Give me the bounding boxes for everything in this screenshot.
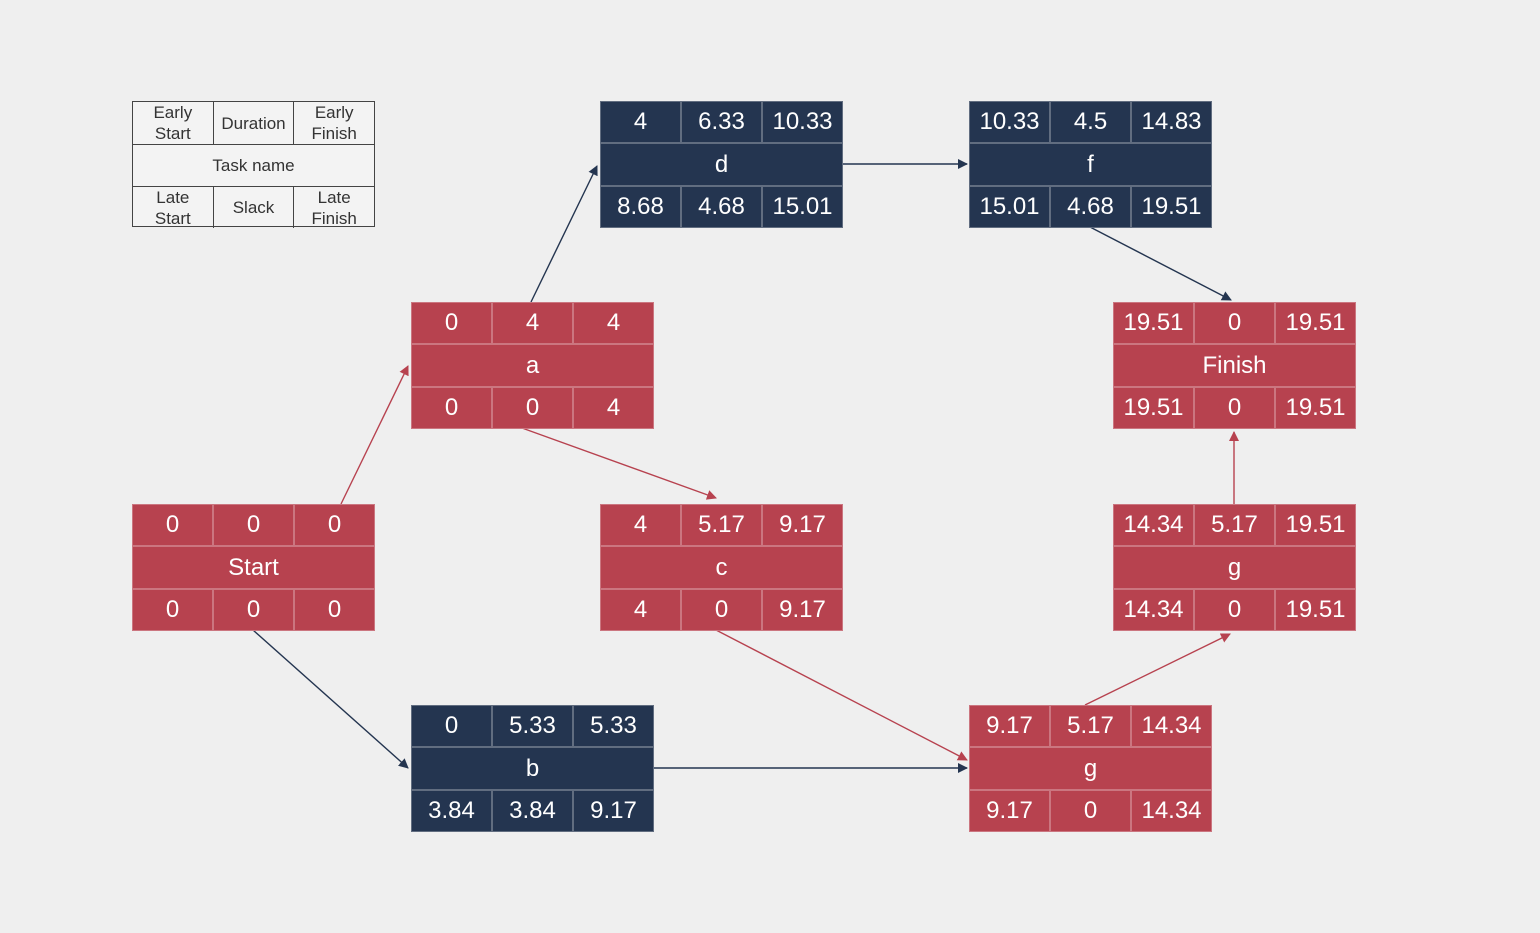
legend-top-row: Early Start Duration Early Finish (133, 102, 374, 144)
late-finish: 14.34 (1131, 790, 1212, 832)
early-start: 4 (600, 504, 681, 546)
arrow-c-to-g1 (715, 629, 968, 761)
task-name: g (969, 747, 1212, 790)
late-start: 8.68 (600, 186, 681, 228)
task-name: Start (132, 546, 375, 589)
task-name: g (1113, 546, 1356, 589)
slack: 3.84 (492, 790, 573, 832)
early-finish: 14.83 (1131, 101, 1212, 143)
late-start: 14.34 (1113, 589, 1194, 631)
task-name: a (411, 344, 654, 387)
duration: 6.33 (681, 101, 762, 143)
arrow-start-to-a (340, 365, 409, 505)
early-start: 14.34 (1113, 504, 1194, 546)
late-start: 9.17 (969, 790, 1050, 832)
early-start: 9.17 (969, 705, 1050, 747)
duration: 0 (1194, 302, 1275, 344)
late-finish: 19.51 (1275, 387, 1356, 429)
task-name: d (600, 143, 843, 186)
slack: 0 (681, 589, 762, 631)
late-start: 19.51 (1113, 387, 1194, 429)
duration: 5.17 (681, 504, 762, 546)
slack: 0 (1194, 589, 1275, 631)
late-finish: 9.17 (762, 589, 843, 631)
arrow-g1-to-g2 (1084, 633, 1231, 706)
late-finish: 0 (294, 589, 375, 631)
early-finish: 4 (573, 302, 654, 344)
legend-early-start: Early Start (153, 103, 193, 143)
early-finish: 0 (294, 504, 375, 546)
task-name: b (411, 747, 654, 790)
late-finish: 4 (573, 387, 654, 429)
slack: 0 (492, 387, 573, 429)
legend-key: Early Start Duration Early Finish Task n… (132, 101, 375, 228)
late-start: 0 (132, 589, 213, 631)
task-node-g-first: 9.17 5.17 14.34 g 9.17 0 14.34 (969, 705, 1212, 832)
slack: 0 (1194, 387, 1275, 429)
task-node-b: 0 5.33 5.33 b 3.84 3.84 9.17 (411, 705, 654, 832)
early-finish: 9.17 (762, 504, 843, 546)
arrow-a-to-c (521, 427, 717, 500)
legend-late-start: Late Start (154, 187, 191, 228)
duration: 0 (213, 504, 294, 546)
early-finish: 5.33 (573, 705, 654, 747)
late-finish: 9.17 (573, 790, 654, 832)
legend-slack: Slack (212, 187, 294, 228)
task-node-g-second: 14.34 5.17 19.51 g 14.34 0 19.51 (1113, 504, 1356, 631)
task-node-d: 4 6.33 10.33 d 8.68 4.68 15.01 (600, 101, 843, 228)
late-start: 3.84 (411, 790, 492, 832)
duration: 4.5 (1050, 101, 1131, 143)
duration: 5.17 (1050, 705, 1131, 747)
legend-late-finish: Late Finish (293, 187, 374, 228)
early-start: 4 (600, 101, 681, 143)
task-node-finish: 19.51 0 19.51 Finish 19.51 0 19.51 (1113, 302, 1356, 429)
task-node-c: 4 5.17 9.17 c 4 0 9.17 (600, 504, 843, 631)
late-start: 0 (411, 387, 492, 429)
slack: 4.68 (1050, 186, 1131, 228)
late-start: 4 (600, 589, 681, 631)
legend-duration: Duration (212, 102, 294, 144)
arrow-start-to-b (252, 629, 409, 769)
early-finish: 19.51 (1275, 504, 1356, 546)
arrow-f-to-finish (1089, 226, 1232, 301)
duration: 5.33 (492, 705, 573, 747)
legend-task-name: Task name (212, 156, 295, 175)
early-finish: 10.33 (762, 101, 843, 143)
legend-early-finish: Early Finish (293, 102, 374, 144)
early-start: 10.33 (969, 101, 1050, 143)
task-name: c (600, 546, 843, 589)
early-finish: 14.34 (1131, 705, 1212, 747)
late-start: 15.01 (969, 186, 1050, 228)
early-start: 0 (411, 302, 492, 344)
late-finish: 19.51 (1131, 186, 1212, 228)
slack: 0 (1050, 790, 1131, 832)
early-start: 0 (411, 705, 492, 747)
late-finish: 15.01 (762, 186, 843, 228)
duration: 4 (492, 302, 573, 344)
duration: 5.17 (1194, 504, 1275, 546)
arrow-a-to-d (530, 165, 598, 303)
legend-middle-row: Task name (133, 144, 374, 186)
late-finish: 19.51 (1275, 589, 1356, 631)
task-name: Finish (1113, 344, 1356, 387)
early-start: 0 (132, 504, 213, 546)
task-node-f: 10.33 4.5 14.83 f 15.01 4.68 19.51 (969, 101, 1212, 228)
legend-bottom-row: Late Start Slack Late Finish (133, 186, 374, 228)
task-name: f (969, 143, 1212, 186)
early-start: 19.51 (1113, 302, 1194, 344)
slack: 4.68 (681, 186, 762, 228)
early-finish: 19.51 (1275, 302, 1356, 344)
slack: 0 (213, 589, 294, 631)
